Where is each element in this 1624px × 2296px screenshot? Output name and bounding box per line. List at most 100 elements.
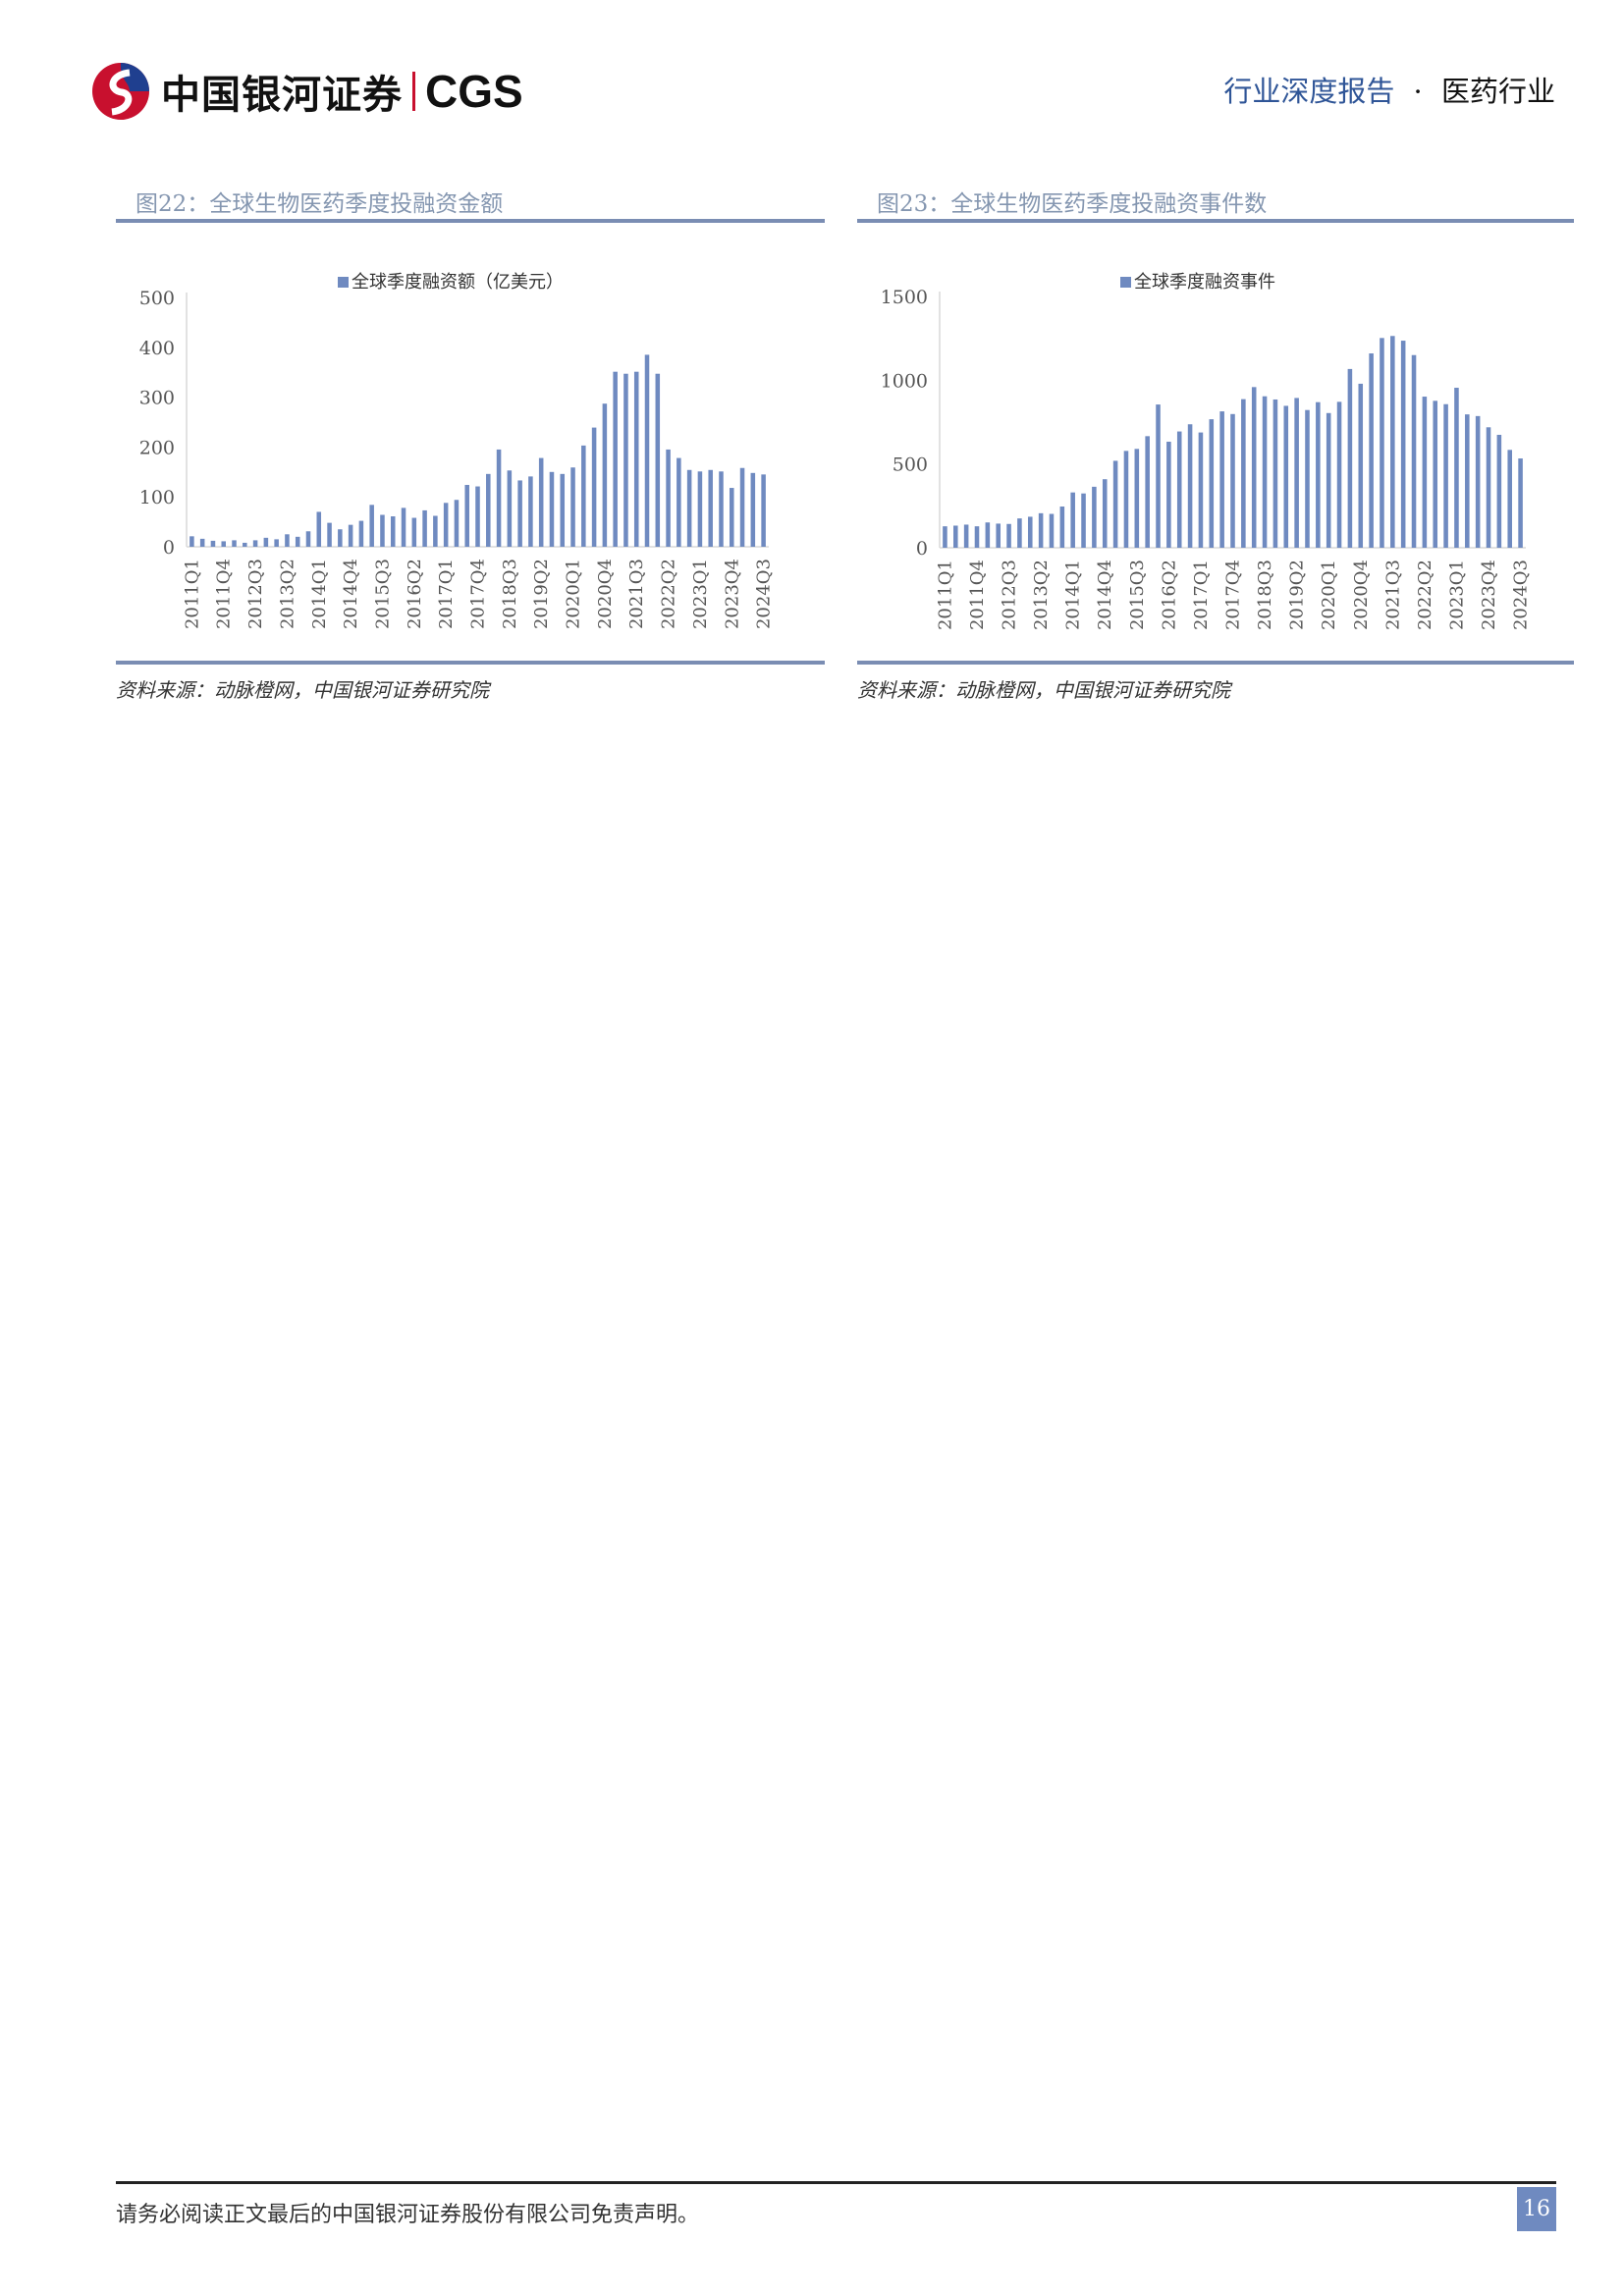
x-tick-label: 2018Q3 (500, 559, 520, 629)
bar-2014Q4 (1102, 479, 1108, 548)
bar-2020Q2 (581, 445, 586, 547)
bar-2017Q4 (1230, 413, 1235, 548)
report-header: 行业深度报告 · 医药行业 (1223, 69, 1555, 110)
footer-rule (116, 2181, 1556, 2184)
bar-2016Q2 (411, 517, 417, 547)
bar-2024Q3 (1518, 458, 1523, 548)
bar-2023Q4 (1486, 427, 1491, 548)
bar-2023Q3 (719, 471, 724, 547)
bar-2015Q1 (1112, 460, 1118, 548)
y-tick-label: 0 (916, 538, 928, 560)
bar-2020Q3 (1347, 368, 1353, 548)
bar-2015Q3 (1134, 449, 1140, 548)
bar-2023Q3 (1475, 415, 1481, 548)
bar-2019Q3 (1305, 409, 1310, 548)
bar-2011Q2 (199, 538, 205, 547)
bar-2019Q1 (1283, 405, 1289, 548)
bar-2011Q3 (210, 540, 216, 547)
bar-2011Q1 (189, 536, 194, 547)
bar-2012Q1 (985, 522, 991, 548)
x-tick-label: 2016Q2 (1159, 560, 1179, 630)
industry-label: 医药行业 (1440, 75, 1555, 108)
x-tick-label: 2022Q2 (659, 559, 679, 629)
bar-2024Q1 (739, 467, 745, 547)
y-tick-label: 500 (893, 454, 928, 476)
bar-2015Q2 (369, 505, 374, 547)
bar-2020Q2 (1336, 401, 1342, 548)
bar-2024Q2 (1507, 450, 1512, 548)
bar-2013Q2 (1038, 512, 1044, 548)
bar-2020Q1 (570, 467, 575, 547)
figure-22-bottom-rule (116, 661, 825, 665)
legend-swatch (338, 277, 349, 288)
bar-2021Q2 (1380, 338, 1384, 548)
footer-disclaimer: 请务必阅读正文最后的中国银河证券股份有限公司免责声明。 (116, 2203, 700, 2227)
company-logo: 中国银河证券 CGS (90, 61, 523, 122)
x-tick-label: 2016Q2 (405, 559, 425, 629)
x-tick-label: 2023Q4 (722, 559, 742, 629)
bar-2011Q4 (221, 541, 227, 547)
legend-label: 全球季度融资额（亿美元） (352, 272, 564, 293)
x-tick-label: 2022Q2 (1415, 560, 1435, 630)
bar-2013Q4 (305, 531, 311, 547)
bar-2018Q1 (486, 473, 491, 547)
bar-2024Q3 (761, 474, 766, 547)
legend-swatch (1120, 277, 1131, 288)
bar-2014Q1 (1070, 492, 1075, 548)
bar-2012Q4 (1017, 518, 1022, 548)
bar-2023Q2 (708, 469, 713, 547)
x-tick-label: 2014Q4 (341, 559, 361, 629)
bar-2014Q4 (348, 524, 353, 547)
bar-2016Q4 (433, 515, 438, 547)
bar-2021Q3 (1390, 336, 1395, 548)
legend-label: 全球季度融资事件 (1134, 272, 1275, 293)
bar-2011Q1 (943, 526, 947, 548)
bar-2015Q4 (1145, 436, 1150, 548)
x-tick-label: 2011Q4 (214, 559, 235, 629)
bar-2021Q4 (644, 354, 650, 547)
x-tick-label: 2024Q3 (1511, 560, 1532, 630)
bar-2016Q1 (401, 507, 406, 547)
bar-2013Q1 (274, 539, 279, 547)
bar-2020Q4 (602, 403, 608, 547)
bar-2020Q3 (591, 427, 597, 547)
x-tick-label: 2015Q3 (372, 559, 393, 629)
bar-2018Q2 (496, 449, 502, 547)
x-tick-label: 2011Q1 (182, 559, 202, 629)
bar-2012Q3 (252, 540, 258, 547)
x-tick-label: 2021Q3 (1382, 560, 1403, 630)
bar-2016Q2 (1166, 441, 1171, 548)
bar-2012Q4 (263, 537, 269, 547)
bar-2023Q2 (1465, 414, 1470, 548)
bar-2015Q4 (390, 516, 396, 547)
y-tick-label: 0 (163, 537, 175, 559)
bar-2019Q2 (538, 457, 544, 547)
x-tick-label: 2012Q3 (1000, 560, 1020, 630)
bar-2023Q1 (1454, 388, 1459, 548)
x-tick-label: 2015Q3 (1127, 560, 1148, 630)
bar-2015Q3 (380, 514, 385, 547)
bar-2019Q2 (1294, 398, 1299, 548)
bar-2018Q4 (1272, 399, 1278, 548)
figure-23-source: 资料来源：动脉橙网，中国银河证券研究院 (857, 678, 1230, 702)
x-tick-label: 2021Q3 (626, 559, 647, 629)
bar-2012Q2 (996, 523, 1001, 548)
bar-2012Q1 (232, 540, 237, 547)
y-tick-label: 1000 (881, 370, 928, 392)
x-tick-label: 2017Q4 (468, 559, 489, 629)
bar-2019Q4 (1316, 401, 1321, 548)
bar-2015Q2 (1123, 451, 1129, 548)
bar-2022Q1 (655, 373, 661, 547)
x-tick-label: 2020Q1 (1319, 560, 1339, 630)
bar-2021Q4 (1400, 341, 1406, 548)
figure-22-source: 资料来源：动脉橙网，中国银河证券研究院 (116, 678, 489, 702)
bar-2020Q1 (1326, 412, 1331, 548)
bar-2018Q3 (1262, 396, 1268, 548)
bar-2012Q2 (243, 542, 247, 547)
bar-2018Q3 (507, 470, 513, 547)
x-tick-label: 2019Q2 (1287, 560, 1308, 630)
bar-2014Q3 (1092, 486, 1097, 548)
x-tick-label: 2011Q4 (967, 560, 988, 630)
bar-2024Q2 (750, 472, 756, 547)
x-tick-label: 2017Q1 (436, 559, 457, 629)
